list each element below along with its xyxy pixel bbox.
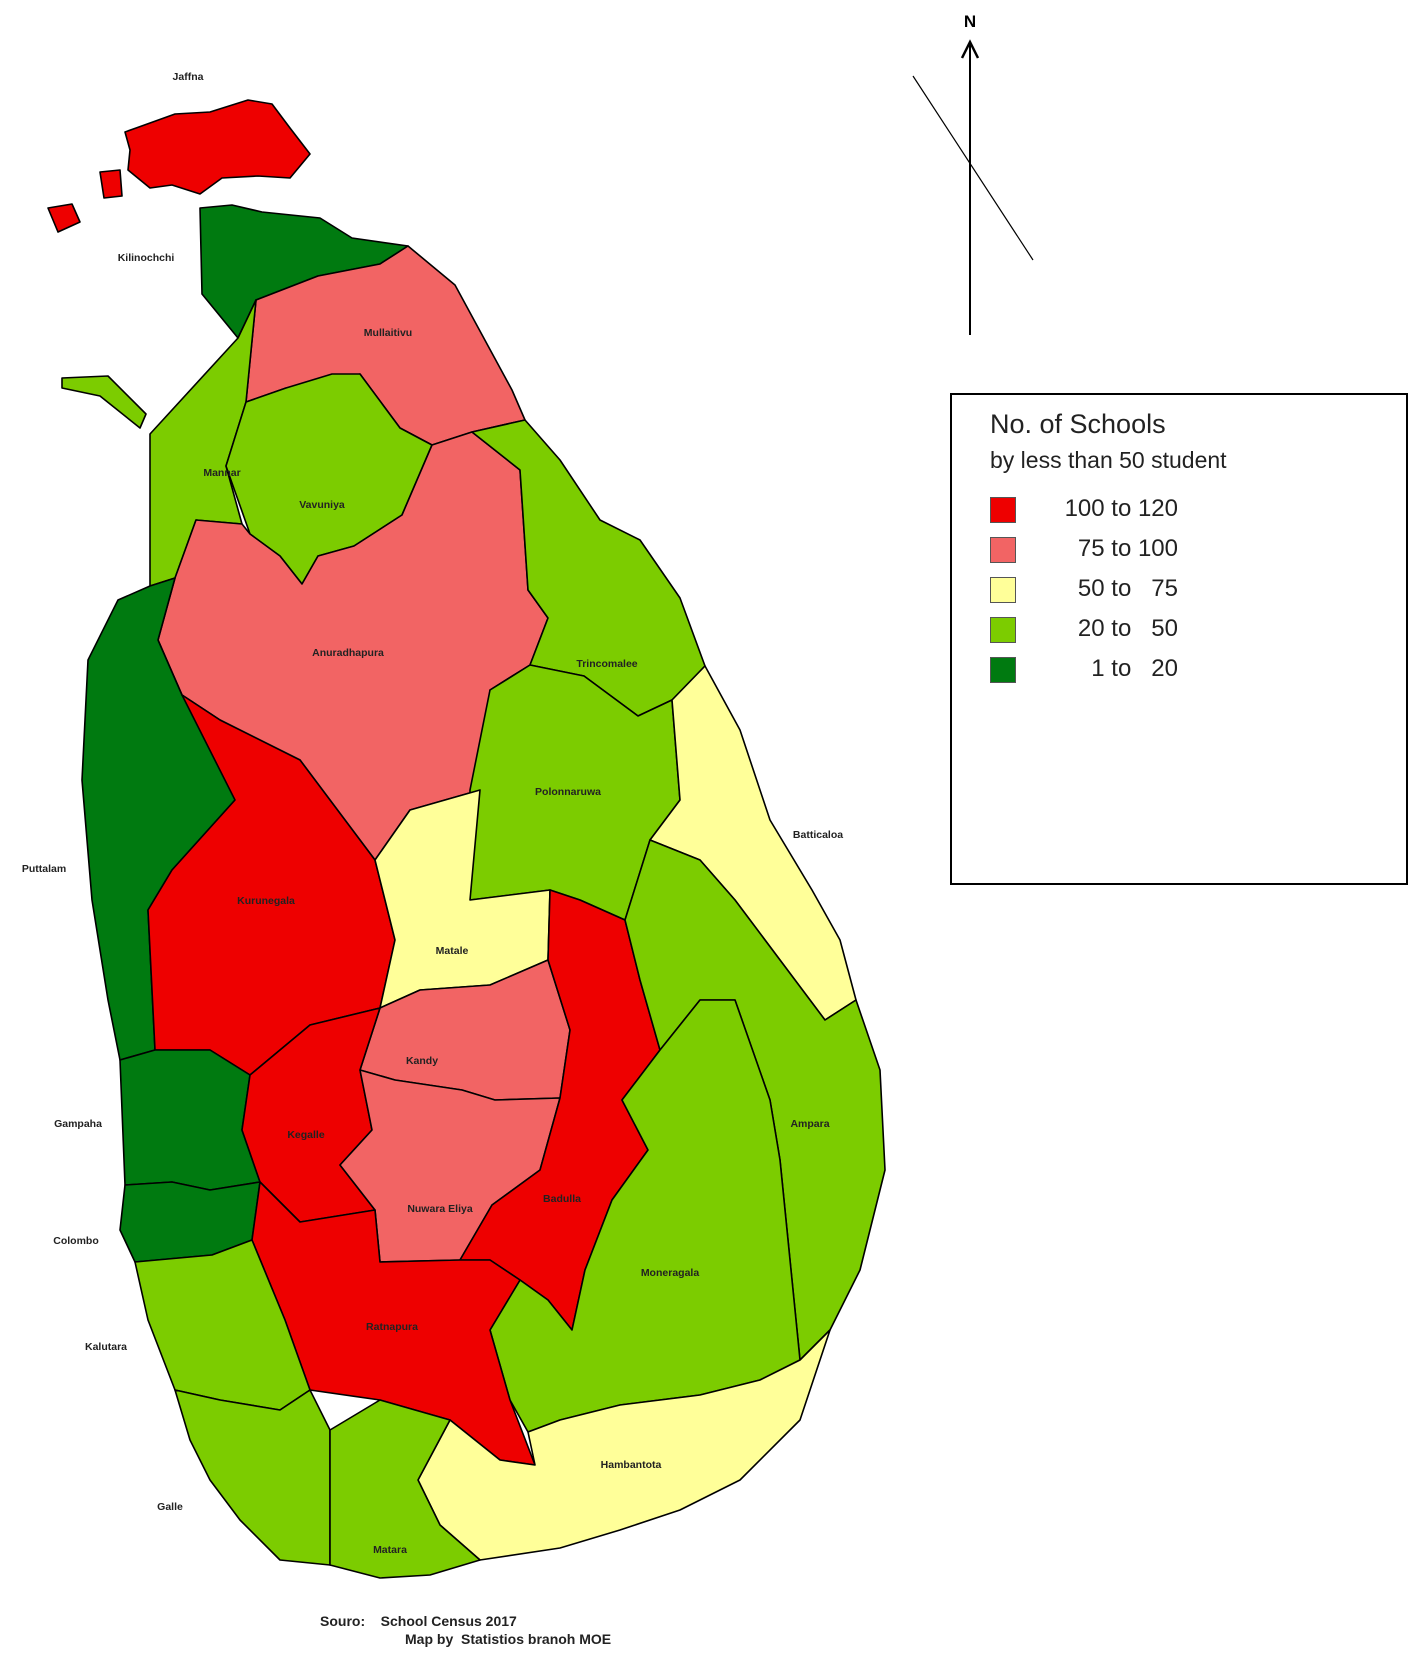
district-galle <box>174 1389 331 1566</box>
district-shapes <box>47 99 886 1579</box>
north-arrow-label: N <box>964 12 976 31</box>
district-label-badulla: Badulla <box>543 1193 581 1205</box>
legend-subtitle: by less than 50 student <box>990 447 1227 473</box>
district-gampaha <box>119 1049 261 1191</box>
district-label-kegalle: Kegalle <box>287 1129 325 1141</box>
district-label-hambantota: Hambantota <box>601 1459 662 1471</box>
legend-item: 75 to 100 <box>990 535 1390 565</box>
district-label-ratnapura: Ratnapura <box>366 1321 418 1333</box>
district-label-matale: Matale <box>436 945 469 957</box>
district-jaffna <box>99 169 123 199</box>
district-label-kilinochchi: Kilinochchi <box>118 252 175 264</box>
district-jaffna <box>124 99 311 195</box>
legend-item: 20 to 50 <box>990 615 1390 645</box>
district-label-anuradhapura: Anuradhapura <box>312 647 384 659</box>
district-label-kandy: Kandy <box>406 1055 438 1067</box>
district-label-matara: Matara <box>373 1544 407 1556</box>
district-label-batticaloa: Batticaloa <box>793 829 843 841</box>
legend-swatch <box>990 497 1016 523</box>
legend-swatch <box>990 577 1016 603</box>
source-credit: Souro: School Census 2017 <box>320 1613 517 1629</box>
compass-deviation-line <box>912 75 1034 261</box>
district-label-puttalam: Puttalam <box>22 863 66 875</box>
district-label-vavuniya: Vavuniya <box>299 499 345 511</box>
district-label-mannar: Mannar <box>203 467 240 479</box>
district-matara <box>329 1399 481 1579</box>
district-label-nuwara-eliya: Nuwara Eliya <box>407 1203 473 1215</box>
legend-swatch <box>990 537 1016 563</box>
district-label-jaffna: Jaffna <box>173 71 204 83</box>
district-label-mullaitivu: Mullaitivu <box>364 327 412 339</box>
legend-range-label: 1 to 20 <box>1091 655 1178 682</box>
district-label-gampaha: Gampaha <box>54 1118 102 1130</box>
legend-item: 1 to 20 <box>990 655 1390 685</box>
district-label-kurunegala: Kurunegala <box>237 895 295 907</box>
district-label-kalutara: Kalutara <box>85 1341 127 1353</box>
legend-range-label: 50 to 75 <box>1077 575 1178 602</box>
legend-item: 50 to 75 <box>990 575 1390 605</box>
legend: No. of Schools by less than 50 student 1… <box>950 393 1408 885</box>
district-labels: Jaffna Kilinochchi Mullaitivu Mannar Vavuniy… <box>22 71 843 1556</box>
legend-swatch <box>990 617 1016 643</box>
legend-range-label: 20 to 50 <box>1077 615 1178 642</box>
district-label-moneragala: Moneragala <box>641 1267 700 1279</box>
district-jaffna <box>47 203 81 233</box>
legend-title: No. of Schools <box>990 409 1166 439</box>
district-label-colombo: Colombo <box>53 1235 99 1247</box>
north-arrow-head <box>960 39 980 59</box>
district-label-trincomalee: Trincomalee <box>576 658 637 670</box>
district-label-galle: Galle <box>157 1501 183 1513</box>
map-credit: Map by Statistios branoh MOE <box>405 1631 612 1647</box>
district-label-ampara: Ampara <box>790 1118 829 1130</box>
legend-item: 100 to 120 <box>990 495 1390 525</box>
legend-swatch <box>990 657 1016 683</box>
legend-range-label: 100 to 120 <box>1064 495 1178 522</box>
legend-range-label: 75 to 100 <box>1077 535 1178 562</box>
district-label-polonnaruwa: Polonnaruwa <box>535 786 601 798</box>
north-arrow: N <box>960 12 980 335</box>
district-mannar <box>61 375 147 429</box>
